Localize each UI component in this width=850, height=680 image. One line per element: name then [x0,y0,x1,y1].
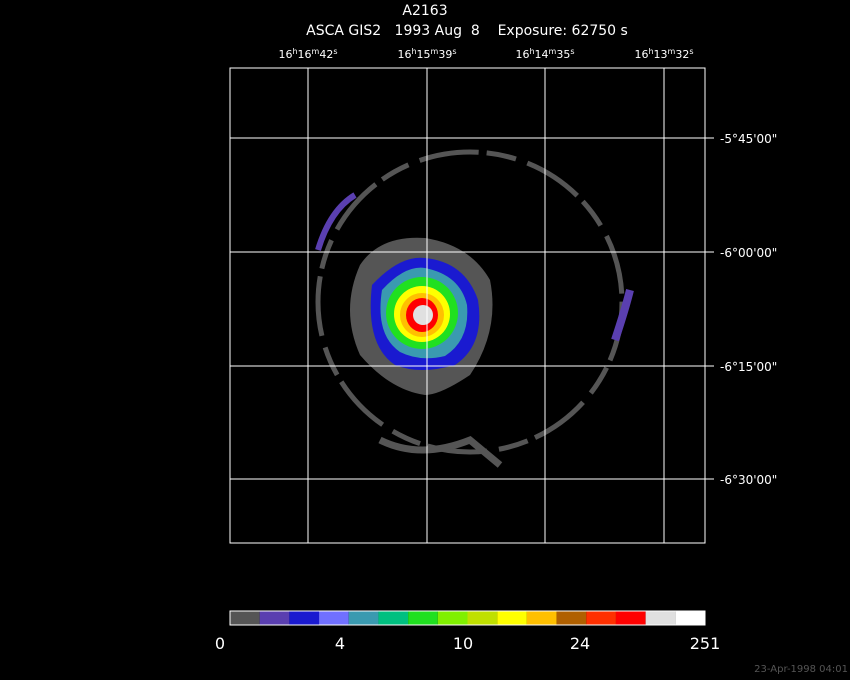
ra-value: 16 [298,48,312,61]
ra-value: 35 [556,48,570,61]
colorbar-cell [319,611,349,625]
colorbar-cell [526,611,557,625]
ra-unit: m [668,47,676,56]
colorbar-cell [615,611,646,625]
ra-value: 16 [634,48,648,61]
subtitle: ASCA GIS2 1993 Aug 8 Exposure: 62750 s [306,23,628,39]
colorbar-label: 251 [690,634,721,653]
colorbar-cell [556,611,587,625]
timestamp: 23-Apr-1998 04:01 [754,664,848,675]
colorbar-cell [378,611,409,625]
colorbar-cell [437,611,468,625]
ra-value: 13 [654,48,668,61]
colorbar: 0 4 10 24 251 [215,610,721,653]
colorbar-cell [467,611,498,625]
ra-unit: h [648,47,653,56]
ra-value: 14 [535,48,549,61]
image [315,149,634,468]
ra-unit: s [452,47,456,56]
colorbar-cell [497,611,527,625]
colorbar-frame [229,610,706,626]
ra-unit: m [431,47,439,56]
colorbar-label: 24 [570,634,590,653]
ra-value: 15 [417,48,431,61]
ra-value: 16 [515,48,529,61]
ra-label: 16h13m32s [634,47,693,62]
colorbar-label: 4 [335,634,345,653]
ra-value: 32 [675,48,689,61]
ra-label: 16h15m39s [397,47,456,62]
ra-unit: s [570,47,574,56]
title: A2163 [402,3,447,19]
dec-label: -6°15'00" [720,360,777,374]
ra-unit: m [549,47,557,56]
ra-value: 39 [438,48,452,61]
colorbar-label: 0 [215,634,225,653]
ra-unit: s [689,47,693,56]
colorbar-cell [586,611,616,625]
ra-unit: h [292,47,297,56]
ra-value: 16 [278,48,292,61]
ra-unit: m [312,47,320,56]
colorbar-cell [259,611,290,625]
dec-label: -6°30'00" [720,473,777,487]
colorbar-cell [675,611,705,625]
colorbar-cell [645,611,676,625]
colorbar-cell [408,611,438,625]
grid [229,67,706,544]
colorbar-cell [230,611,260,625]
ra-unit: s [333,47,337,56]
ra-label: 16h16m42s [278,47,337,62]
ra-labels: 16h16m42s 16h15m39s 16h14m35s 16h13m32s [278,47,693,62]
dec-label: -6°00'00" [720,246,777,260]
dec-labels: -5°45'00" -6°00'00" -6°15'00" -6°30'00" [705,132,777,487]
ra-label: 16h14m35s [515,47,574,62]
colorbar-cell [289,611,320,625]
colorbar-cell [348,611,379,625]
colorbar-label: 10 [453,634,473,653]
ra-value: 42 [319,48,333,61]
ra-unit: h [529,47,534,56]
dec-label: -5°45'00" [720,132,777,146]
ra-unit: h [411,47,416,56]
ra-value: 16 [397,48,411,61]
